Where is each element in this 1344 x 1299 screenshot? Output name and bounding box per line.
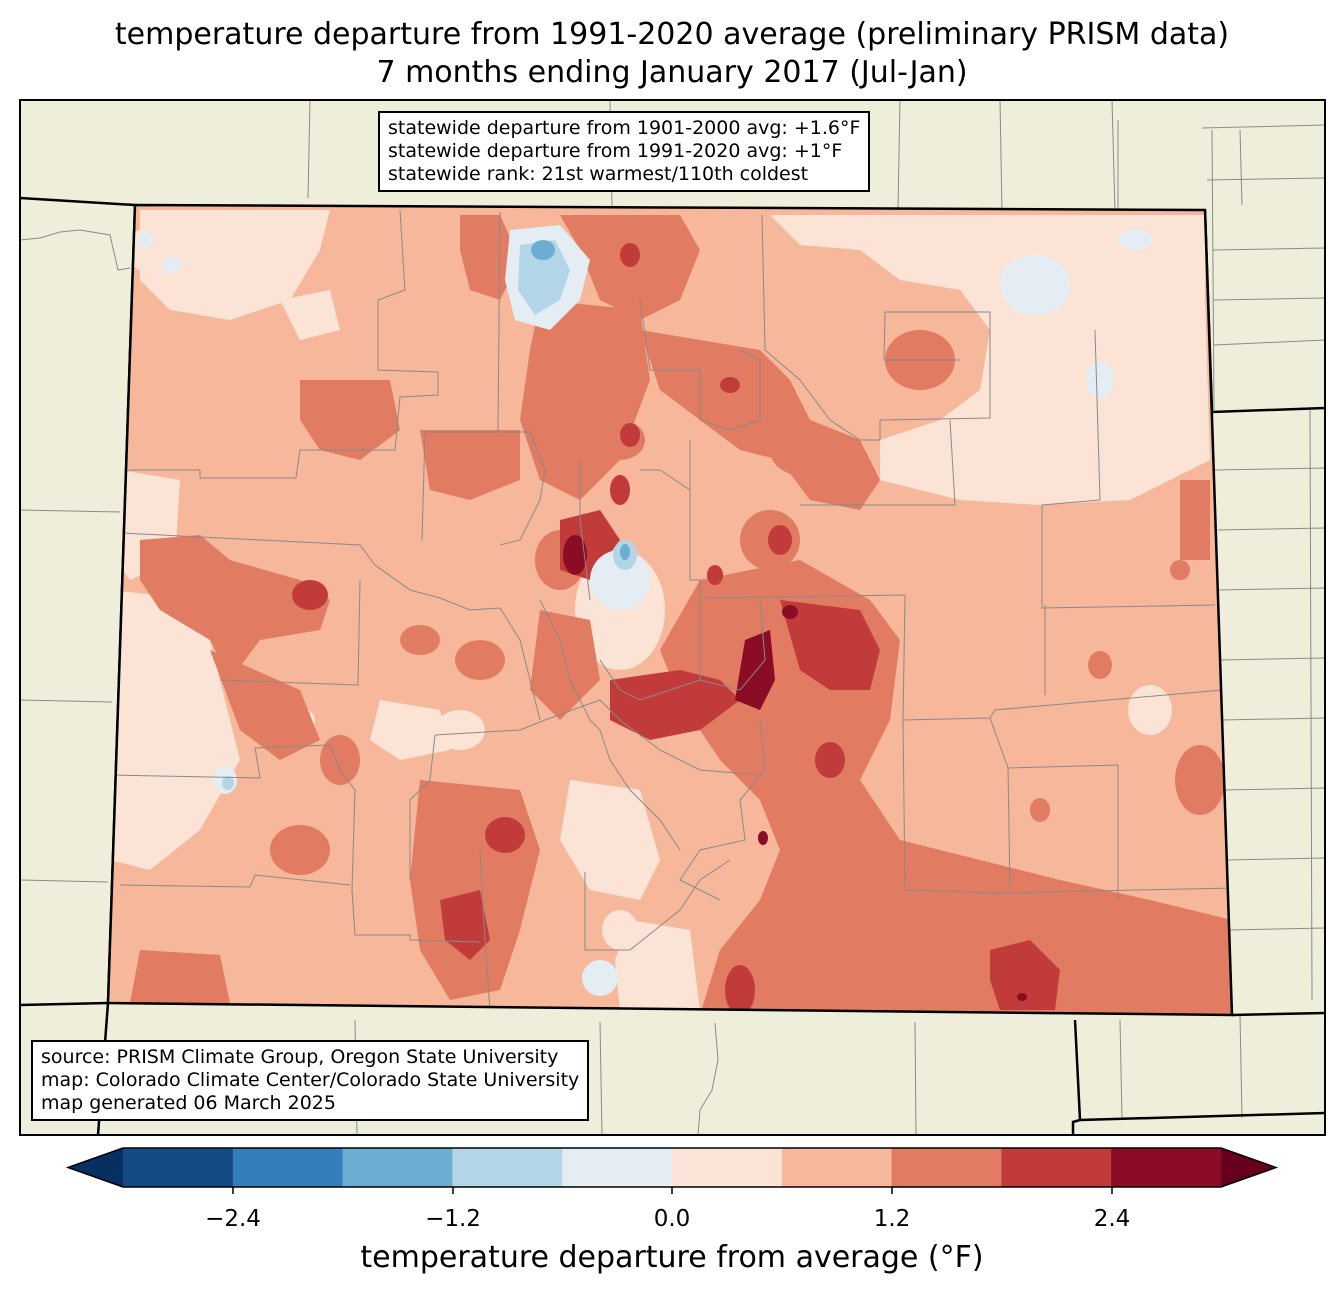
colorbar-segment: [452, 1148, 563, 1187]
colorbar: [65, 1147, 1279, 1194]
colorbar-tick-label: −2.4: [205, 1206, 261, 1232]
map-frame: [19, 99, 1326, 1136]
colorbar-segment: [562, 1148, 673, 1187]
colorbar-outline: [65, 1147, 1279, 1188]
colorbar-segment: [891, 1148, 1002, 1187]
neighbor-boundaries: [20, 100, 1325, 1135]
stats-line-2: statewide departure from 1991-2020 avg: …: [388, 140, 843, 162]
colorbar-tick-label: 0.0: [653, 1206, 691, 1232]
colorbar-tick-label: 1.2: [873, 1206, 911, 1232]
source-credit-box: source: PRISM Climate Group, Oregon Stat…: [31, 1040, 590, 1121]
colorbar-segment: [123, 1148, 234, 1187]
statewide-stats-box: statewide departure from 1901-2000 avg: …: [378, 111, 871, 192]
colorbar-segment: [1111, 1148, 1222, 1187]
colorbar-label: temperature departure from average (°F): [360, 1240, 984, 1275]
colorado-border: [106, 203, 1234, 1017]
colorbar-segment: [1001, 1148, 1112, 1187]
colorbar-segment: [232, 1148, 344, 1187]
colorbar-tick-label: 2.4: [1093, 1206, 1131, 1232]
colorbar-extend-low: [68, 1148, 123, 1187]
stats-line-3: statewide rank: 21st warmest/110th colde…: [388, 163, 809, 185]
colorbar-segment: [781, 1148, 893, 1187]
source-line-1: source: PRISM Climate Group, Oregon Stat…: [41, 1046, 559, 1068]
colorbar-extend-high: [1221, 1148, 1276, 1187]
source-line-3: map generated 06 March 2025: [41, 1092, 336, 1114]
source-line-2: map: Colorado Climate Center/Colorado St…: [41, 1069, 580, 1091]
colorbar-segment: [672, 1148, 783, 1187]
map-subtitle: 7 months ending January 2017 (Jul-Jan): [376, 55, 968, 90]
colorbar-tick-label: −1.2: [425, 1206, 481, 1232]
map-title: temperature departure from 1991-2020 ave…: [114, 17, 1230, 52]
colorbar-segment: [342, 1148, 453, 1187]
colorado-temperature-field: [108, 205, 1232, 1015]
stats-line-1: statewide departure from 1901-2000 avg: …: [388, 117, 861, 139]
